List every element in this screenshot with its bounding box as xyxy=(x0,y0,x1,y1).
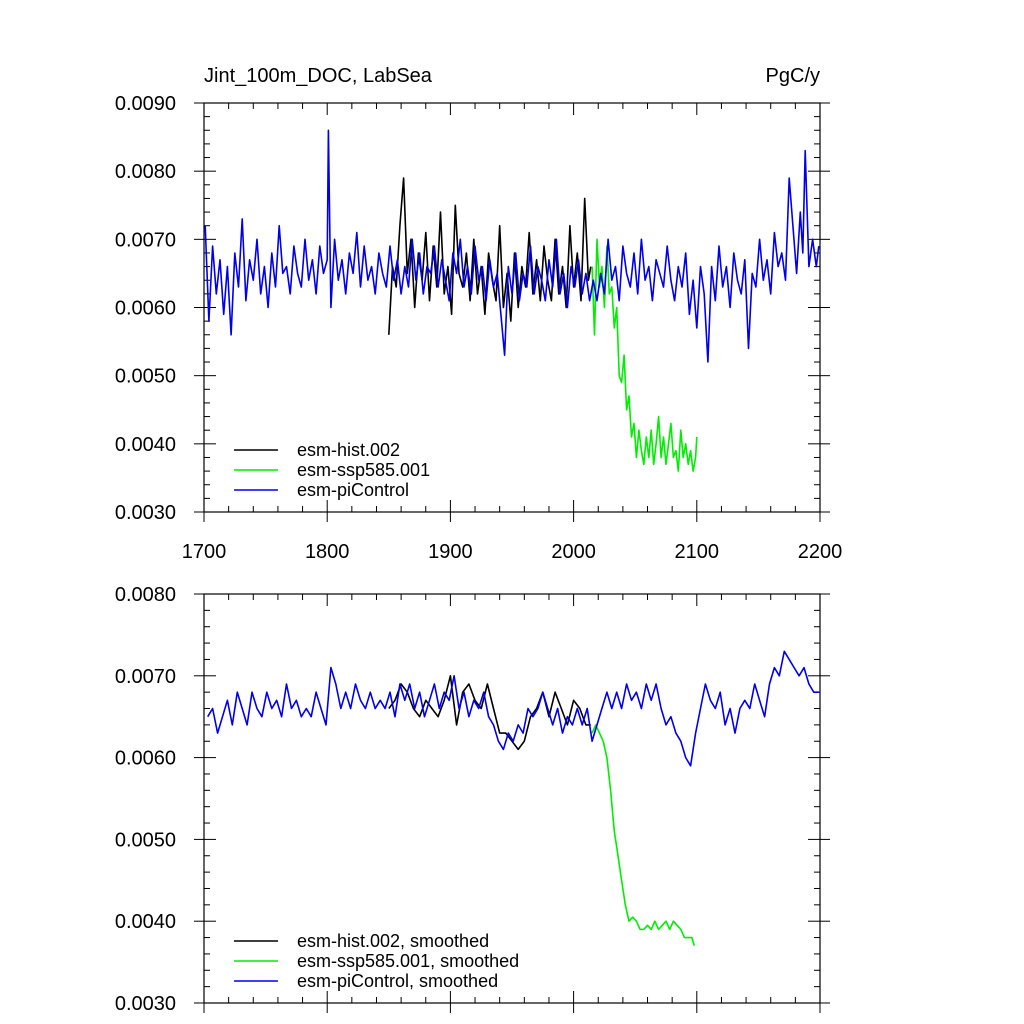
legend-label: esm-hist.002, smoothed xyxy=(297,931,489,951)
top-plot-frame xyxy=(203,102,821,513)
top-series-line xyxy=(591,238,698,472)
legend-label: esm-piControl, smoothed xyxy=(297,971,498,991)
bottom-series-line xyxy=(207,650,819,767)
y-tick-label: 0.0070 xyxy=(115,229,176,251)
x-tick-label: 1900 xyxy=(428,541,473,563)
bottom-panel: 0.0030 0.0040 0.0050 0.0060 0.0070 0.0080 esm-… xyxy=(115,584,830,1015)
x-tick-label: 2000 xyxy=(551,541,596,563)
y-tick-label: 0.0040 xyxy=(115,911,176,933)
top-series-line xyxy=(204,129,820,363)
y-tick-label: 0.0050 xyxy=(115,366,176,388)
x-tick-label: 1800 xyxy=(305,541,350,563)
y-tick-label: 0.0030 xyxy=(115,502,176,524)
y-tick-label: 0.0030 xyxy=(115,993,176,1015)
top-panel-title: Jint_100m_DOC, LabSea xyxy=(204,65,433,87)
y-tick-label: 0.0070 xyxy=(115,666,176,688)
bottom-series-line xyxy=(591,724,696,946)
legend-label: esm-hist.002 xyxy=(297,440,400,460)
y-tick-label: 0.0080 xyxy=(115,584,176,606)
x-tick-label: 2100 xyxy=(675,541,720,563)
y-tick-label: 0.0050 xyxy=(115,829,176,851)
legend-label: esm-ssp585.001, smoothed xyxy=(297,951,519,971)
y-tick-label: 0.0080 xyxy=(115,161,176,183)
top-panel: 0.0030 0.0040 0.0050 0.0060 0.0070 0.0080 0.00… xyxy=(115,93,842,563)
y-tick-label: 0.0060 xyxy=(115,748,176,770)
x-tick-label: 2200 xyxy=(798,541,843,563)
legend-label: esm-ssp585.001 xyxy=(297,460,430,480)
y-tick-label: 0.0090 xyxy=(115,93,176,115)
bottom-plot-frame xyxy=(203,593,821,1004)
legend-label: esm-piControl xyxy=(297,480,409,500)
y-tick-label: 0.0060 xyxy=(115,298,176,320)
y-tick-label: 0.0040 xyxy=(115,434,176,456)
bottom-series-line xyxy=(388,674,591,751)
top-panel-units: PgC/y xyxy=(766,65,820,87)
x-tick-label: 1700 xyxy=(182,541,227,563)
